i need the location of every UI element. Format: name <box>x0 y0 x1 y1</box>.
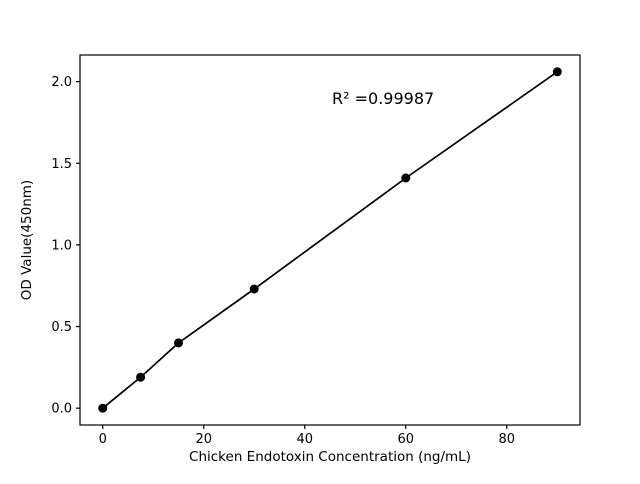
x-tick-label: 0 <box>99 432 107 447</box>
y-tick-label: 0.0 <box>51 402 72 417</box>
x-tick-label: 80 <box>498 432 515 447</box>
data-point-marker <box>136 372 146 382</box>
y-tick-label: 1.0 <box>51 238 72 253</box>
data-point-marker <box>98 403 108 413</box>
y-tick-label: 1.5 <box>51 157 72 172</box>
data-point-marker <box>249 284 259 294</box>
x-tick-label: 60 <box>397 432 414 447</box>
y-tick-label: 2.0 <box>51 75 72 90</box>
data-point-marker <box>552 67 562 77</box>
r-squared-annotation: R² =0.99987 <box>332 89 434 108</box>
x-tick-label: 40 <box>296 432 313 447</box>
y-tick-label: 0.5 <box>51 320 72 335</box>
axes-frame <box>79 54 581 426</box>
x-axis-label: Chicken Endotoxin Concentration (ng/mL) <box>189 449 471 465</box>
data-point-marker <box>401 173 411 183</box>
plot-area: 0 20 40 60 80 0.0 0.5 1.0 1.5 2.0 <box>51 54 581 447</box>
data-point-marker <box>174 338 183 348</box>
x-tick-label: 20 <box>195 432 212 447</box>
fit-line <box>101 70 559 410</box>
y-axis-label: OD Value(450nm) <box>19 180 35 300</box>
